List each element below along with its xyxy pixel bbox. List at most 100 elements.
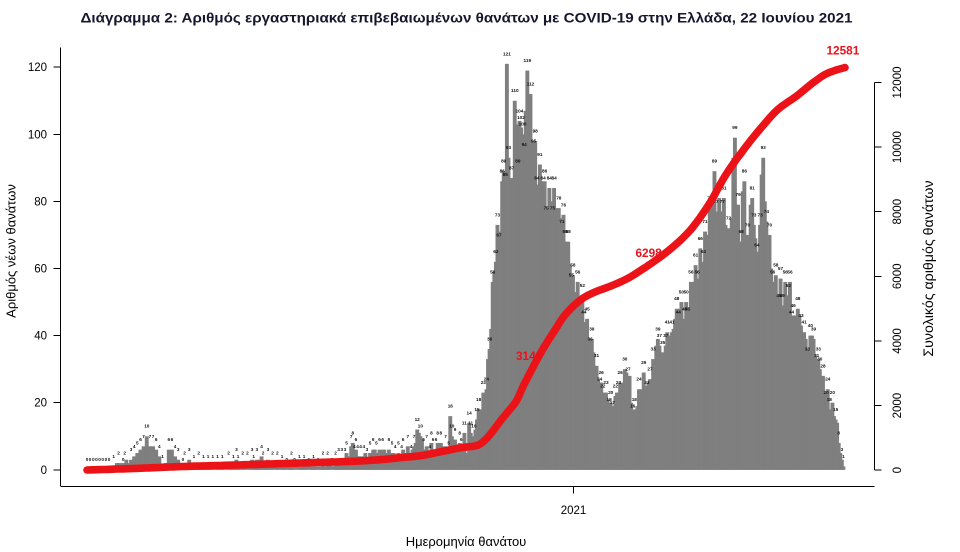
svg-text:49: 49 [776,293,782,298]
svg-text:1: 1 [232,454,235,459]
svg-text:0: 0 [108,457,111,462]
svg-text:45: 45 [685,306,691,311]
svg-text:7: 7 [142,434,145,439]
svg-text:6: 6 [171,437,174,442]
svg-text:1: 1 [207,454,210,459]
svg-text:6: 6 [378,437,381,442]
svg-text:27: 27 [625,367,631,372]
svg-text:3: 3 [251,447,254,452]
svg-text:74: 74 [764,209,770,214]
svg-text:9: 9 [454,427,457,432]
svg-text:0: 0 [89,457,92,462]
svg-text:2: 2 [290,451,293,456]
svg-text:12: 12 [415,417,421,422]
svg-text:8: 8 [351,430,354,435]
svg-text:86: 86 [742,169,748,174]
svg-text:11: 11 [468,420,473,425]
svg-text:20: 20 [823,390,829,395]
svg-text:6000: 6000 [892,264,904,290]
svg-text:37: 37 [657,333,663,338]
svg-text:2: 2 [227,451,230,456]
svg-text:2: 2 [262,451,265,456]
svg-text:22: 22 [600,383,606,388]
svg-text:56: 56 [490,269,496,274]
svg-text:84: 84 [534,175,540,180]
svg-text:39: 39 [655,326,661,331]
svg-text:41: 41 [669,320,675,325]
svg-text:3: 3 [267,447,270,452]
svg-text:0: 0 [122,457,125,462]
svg-text:71: 71 [702,219,708,224]
svg-text:12581: 12581 [827,44,860,58]
svg-text:6: 6 [355,437,358,442]
svg-text:6: 6 [167,437,170,442]
svg-text:44: 44 [676,310,682,315]
svg-text:6298: 6298 [636,246,663,260]
svg-text:72: 72 [726,216,732,221]
svg-text:60: 60 [34,264,47,276]
svg-text:33: 33 [650,347,656,352]
svg-text:95: 95 [531,139,537,144]
svg-text:10: 10 [449,424,455,429]
svg-text:6: 6 [422,437,425,442]
svg-text:1: 1 [216,454,219,459]
svg-text:1: 1 [312,454,315,459]
svg-text:75: 75 [544,206,550,211]
svg-text:77: 77 [720,199,726,204]
svg-text:4000: 4000 [892,328,904,354]
svg-text:10: 10 [144,424,150,429]
svg-text:1: 1 [202,454,205,459]
svg-text:102: 102 [517,115,525,120]
svg-text:0: 0 [86,457,89,462]
svg-text:3: 3 [235,447,238,452]
svg-text:73: 73 [751,212,757,217]
svg-text:3: 3 [177,447,180,452]
svg-text:78: 78 [556,196,562,201]
svg-text:6: 6 [381,437,384,442]
svg-text:5: 5 [447,441,450,446]
svg-text:7: 7 [152,434,155,439]
svg-text:86: 86 [500,169,506,174]
svg-text:Ημερομηνία θανάτου: Ημερομηνία θανάτου [406,534,527,549]
svg-text:31: 31 [814,353,820,358]
svg-text:0: 0 [892,467,904,473]
svg-text:36: 36 [588,337,594,342]
svg-text:28: 28 [820,363,826,368]
svg-text:67: 67 [496,233,502,238]
svg-text:6: 6 [460,437,463,442]
svg-text:8000: 8000 [892,199,904,225]
svg-text:1: 1 [298,454,301,459]
svg-text:56: 56 [783,269,789,274]
svg-text:73: 73 [495,212,501,217]
svg-text:93: 93 [761,145,767,150]
svg-text:71: 71 [559,219,565,224]
svg-text:1: 1 [211,454,214,459]
svg-text:24: 24 [484,377,490,382]
svg-text:87: 87 [509,165,515,170]
svg-text:100: 100 [519,122,527,127]
svg-text:66: 66 [698,236,704,241]
svg-text:2: 2 [123,451,126,456]
svg-text:70: 70 [745,222,751,227]
svg-text:77: 77 [713,199,719,204]
svg-text:121: 121 [503,51,511,56]
svg-text:30: 30 [622,357,628,362]
svg-text:0: 0 [95,457,98,462]
svg-text:10: 10 [471,424,477,429]
svg-text:18: 18 [632,397,638,402]
svg-text:7: 7 [425,434,428,439]
svg-text:11: 11 [462,420,467,425]
svg-text:35: 35 [660,340,666,345]
svg-text:89: 89 [712,159,718,164]
svg-text:70: 70 [767,222,773,227]
svg-text:2: 2 [183,451,186,456]
svg-text:8: 8 [436,430,439,435]
svg-text:93: 93 [506,145,512,150]
svg-text:45: 45 [584,306,590,311]
svg-text:0: 0 [101,457,104,462]
svg-text:40: 40 [34,331,47,343]
svg-text:1: 1 [161,454,164,459]
svg-text:68: 68 [739,229,745,234]
svg-text:89: 89 [515,159,521,164]
svg-text:0: 0 [182,457,185,462]
